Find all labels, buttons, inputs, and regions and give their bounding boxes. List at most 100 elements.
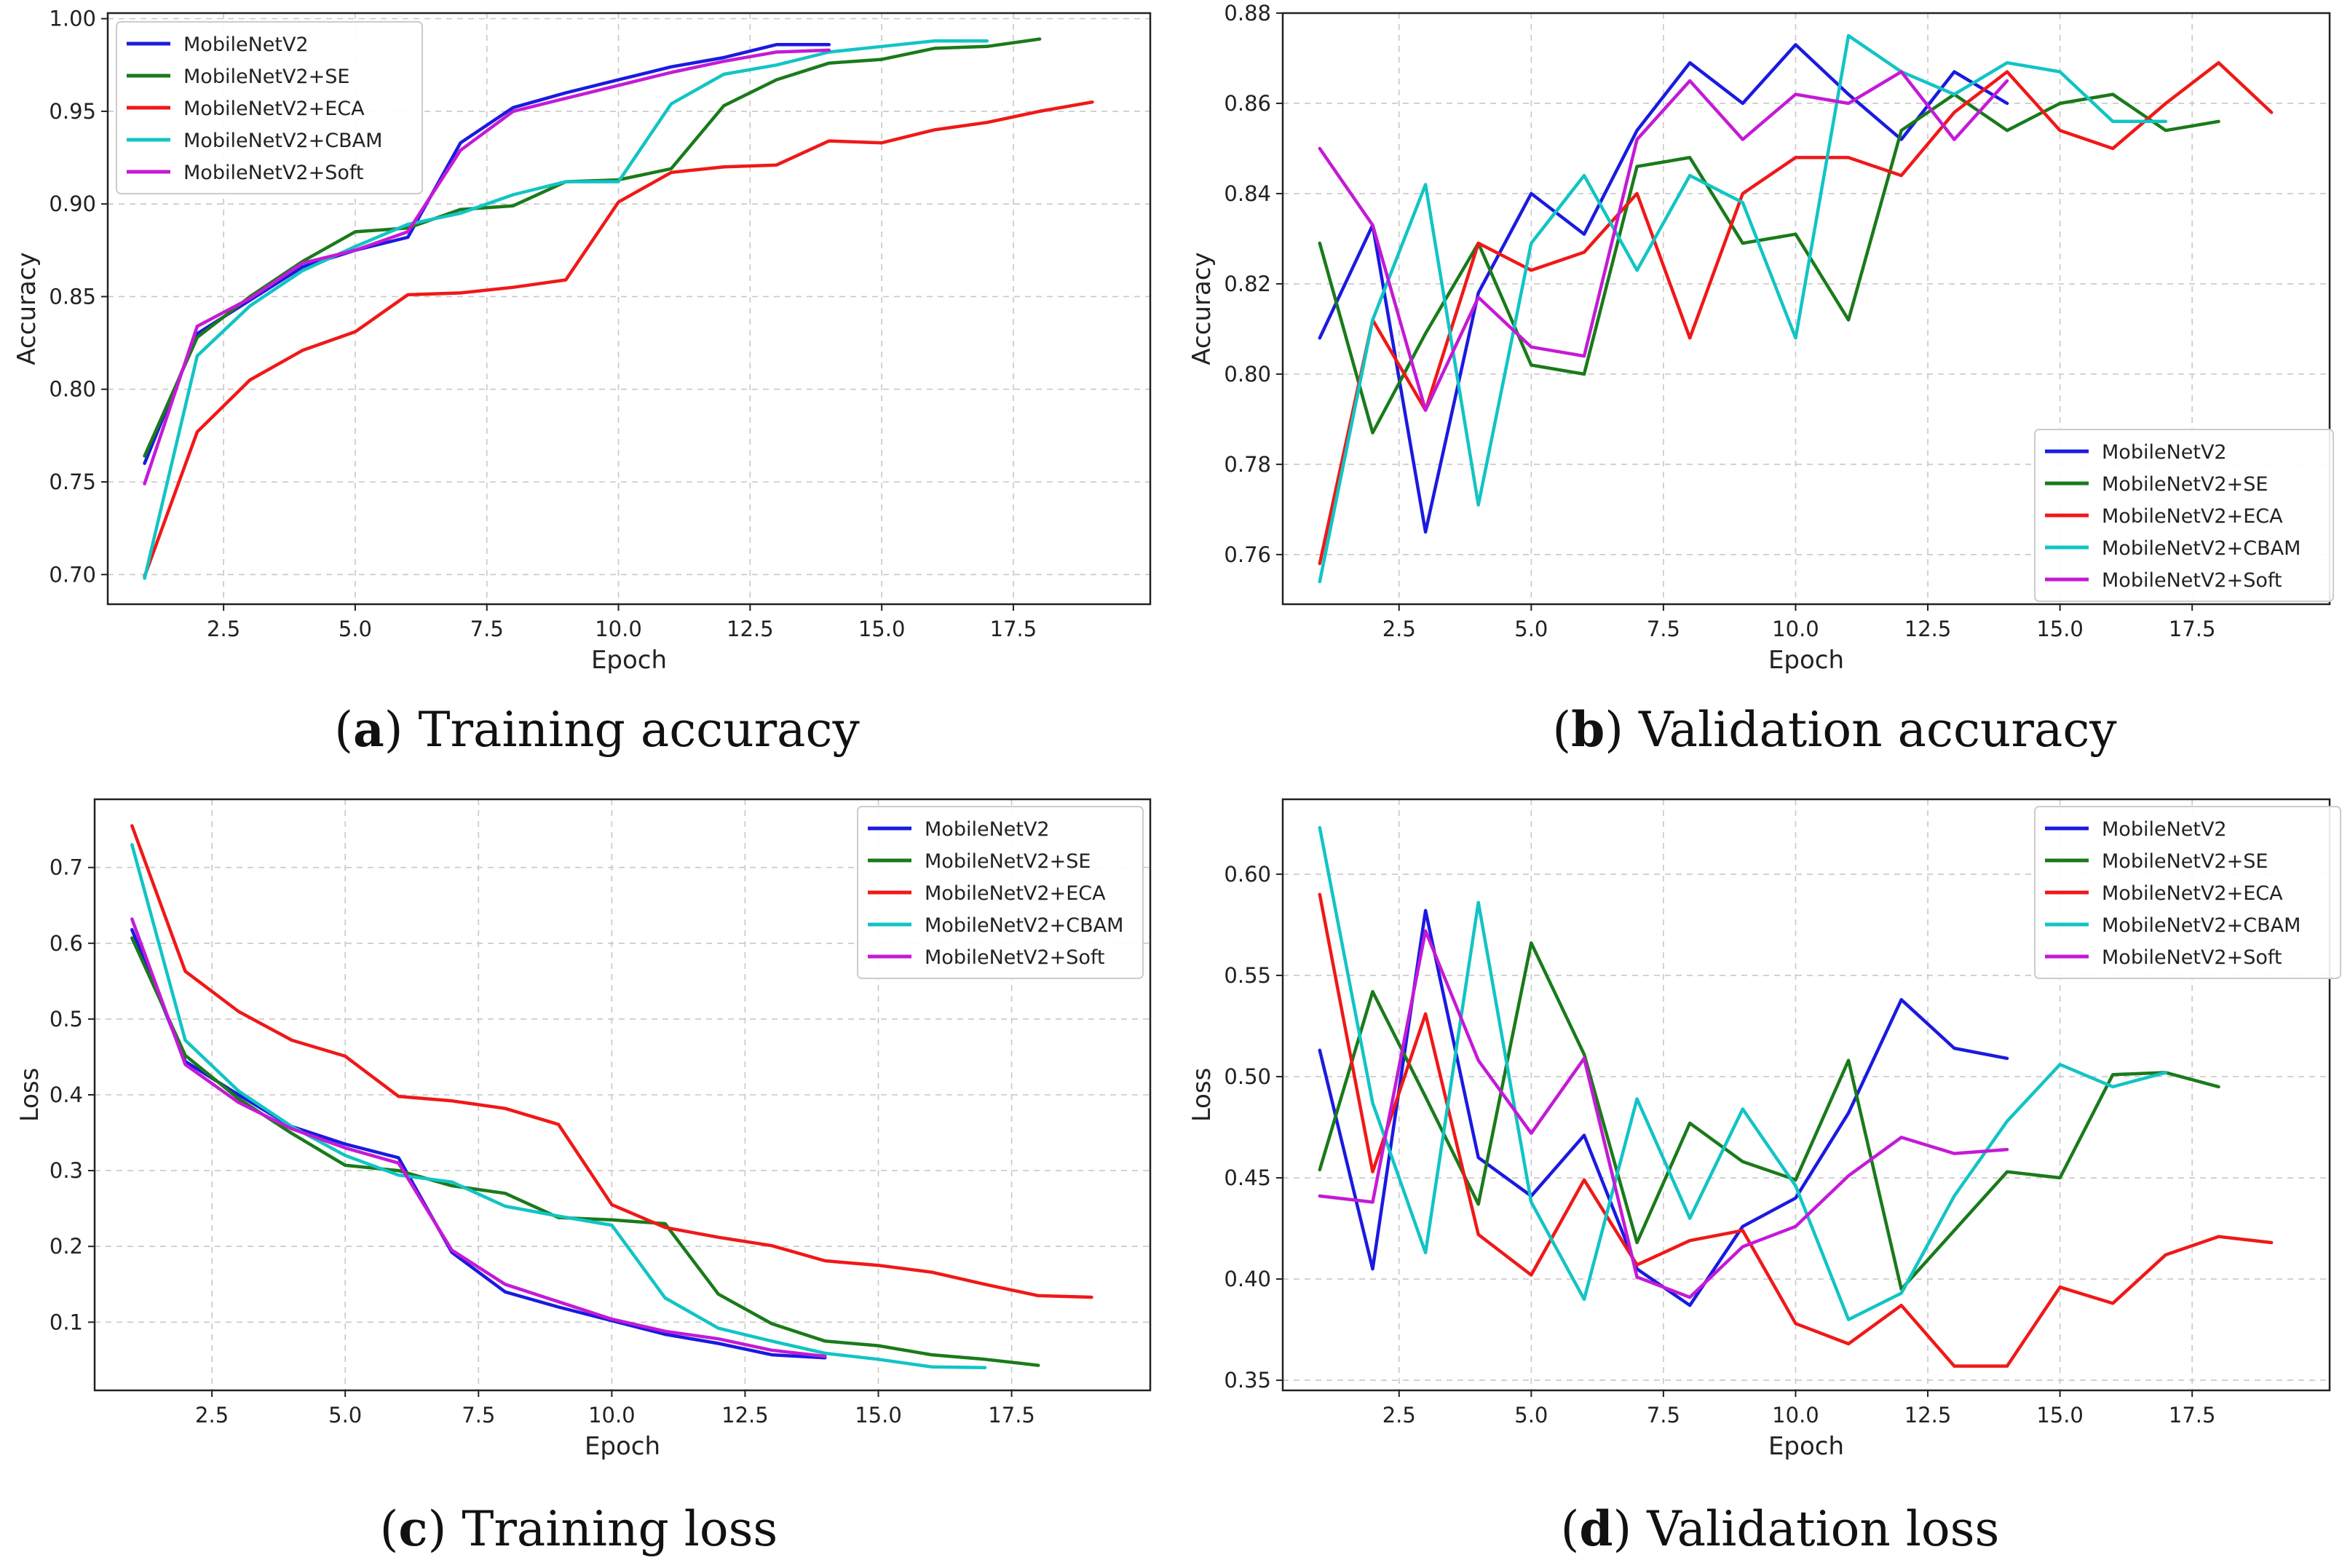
- plot-frame: [106, 12, 1152, 606]
- caption-paren-close: ): [384, 702, 419, 758]
- y-tick-label: 0.84: [1224, 181, 1271, 206]
- caption-letter: b: [1571, 701, 1605, 758]
- y-tick-label: 0.45: [1224, 1165, 1271, 1190]
- legend: MobileNetV2 MobileNetV2+SE MobileNetV2+ECA…: [2034, 806, 2341, 979]
- y-tick-label: 0.75: [49, 470, 96, 494]
- legend-entry: MobileNetV2+Soft: [183, 162, 364, 184]
- legend-entry: MobileNetV2+ECA: [183, 98, 365, 120]
- series-line-mobilenetv2-se: [1318, 941, 2220, 1291]
- x-axis-label: Epoch: [1768, 646, 1844, 675]
- panel-caption: (c) Training loss: [380, 1500, 778, 1557]
- series-line-mobilenetv2: [143, 43, 831, 465]
- x-tick-label: 5.0: [328, 1403, 362, 1428]
- series-line-mobilenetv2-eca: [1318, 892, 2274, 1368]
- panel-caption: (d) Validation loss: [1561, 1500, 2000, 1557]
- y-tick-label: 0.86: [1224, 91, 1271, 116]
- series-line-mobilenetv2: [130, 927, 827, 1360]
- x-tick-label: 2.5: [207, 617, 240, 641]
- legend-entry: MobileNetV2: [183, 33, 309, 56]
- x-tick-label: 12.5: [727, 617, 774, 641]
- x-tick-label: 15.0: [2036, 617, 2084, 641]
- legend-box: [116, 21, 423, 194]
- x-tick-label: 12.5: [1904, 617, 1952, 641]
- legend-entry: MobileNetV2+CBAM: [183, 130, 382, 152]
- panel-training-loss: 2.5 5.0 7.5 10.0 12.5 15.0 17.5 0.1 0.2 0.3 0.4 0.5…: [15, 798, 1152, 1557]
- y-axis-label: Loss: [15, 1068, 44, 1122]
- series-line-mobilenetv2-soft: [143, 48, 831, 486]
- x-tick-label: 12.5: [1904, 1403, 1952, 1428]
- caption-text: Validation loss: [1646, 1501, 1999, 1557]
- legend-entry: MobileNetV2: [2102, 441, 2227, 464]
- x-tick-label: 7.5: [1647, 617, 1680, 641]
- y-axis-label: Loss: [1187, 1068, 1217, 1122]
- caption-text: Validation accuracy: [1638, 702, 2117, 758]
- x-tick-label: 15.0: [855, 1403, 902, 1428]
- caption-letter: d: [1579, 1500, 1613, 1557]
- caption-paren-open: (: [380, 1501, 399, 1557]
- series-line-mobilenetv2-eca: [1318, 60, 2274, 566]
- legend-box: [857, 806, 1144, 979]
- x-tick-label: 2.5: [1382, 1403, 1416, 1428]
- x-tick-label: 7.5: [470, 617, 504, 641]
- x-tick-label: 7.5: [462, 1403, 495, 1428]
- x-tick-label: 15.0: [858, 617, 906, 641]
- y-tick-label: 0.82: [1224, 272, 1271, 296]
- y-tick-label: 0.4: [50, 1082, 83, 1107]
- plot-frame: [1281, 798, 2331, 1392]
- plot-frame: [1281, 12, 2331, 606]
- y-tick-label: 0.70: [49, 562, 96, 587]
- legend-entry: MobileNetV2+Soft: [925, 946, 1105, 969]
- legend: MobileNetV2 MobileNetV2+SE MobileNetV2+ECA…: [116, 21, 423, 194]
- series-line-mobilenetv2-soft: [1318, 70, 2009, 412]
- legend-entry: MobileNetV2+CBAM: [925, 914, 1123, 937]
- x-tick-label: 2.5: [195, 1403, 229, 1428]
- x-tick-label: 5.0: [1514, 617, 1548, 641]
- x-tick-label: 10.0: [595, 617, 642, 641]
- y-tick-label: 0.80: [49, 377, 96, 402]
- series-line-mobilenetv2: [1318, 43, 2009, 534]
- x-axis-label: Epoch: [1768, 1432, 1844, 1461]
- legend: MobileNetV2 MobileNetV2+SE MobileNetV2+ECA…: [857, 806, 1144, 979]
- panel-validation-accuracy: 2.5 5.0 7.5 10.0 12.5 15.0 17.5 0.76 0.78 0.80 0.8…: [1187, 1, 2334, 758]
- plot-frame: [93, 798, 1152, 1392]
- series-line-mobilenetv2-soft: [1318, 929, 2009, 1299]
- legend-entry: MobileNetV2+ECA: [925, 882, 1106, 905]
- x-tick-label: 12.5: [721, 1403, 769, 1428]
- y-tick-label: 0.85: [49, 284, 96, 309]
- series-line-mobilenetv2-se: [1318, 92, 2220, 435]
- x-tick-label: 7.5: [1647, 1403, 1680, 1428]
- series-line-mobilenetv2-se: [130, 936, 1040, 1367]
- caption-paren-open: (: [1552, 702, 1571, 758]
- y-tick-label: 0.90: [49, 191, 96, 216]
- y-tick-label: 0.78: [1224, 452, 1271, 477]
- caption-paren-close: ): [1605, 702, 1639, 758]
- y-tick-label: 0.3: [50, 1158, 83, 1183]
- caption-text: Training loss: [462, 1501, 778, 1557]
- legend-entry: MobileNetV2: [925, 818, 1050, 841]
- x-tick-label: 5.0: [1514, 1403, 1548, 1428]
- legend-entry: MobileNetV2+SE: [183, 66, 349, 88]
- panel-caption: (a) Training accuracy: [334, 701, 860, 758]
- y-tick-label: 0.1: [50, 1310, 83, 1334]
- legend-box: [2034, 429, 2334, 602]
- x-tick-label: 10.0: [588, 1403, 636, 1428]
- y-tick-label: 1.00: [49, 7, 96, 31]
- y-tick-label: 0.7: [50, 855, 83, 880]
- legend-entry: MobileNetV2+Soft: [2102, 946, 2282, 969]
- x-tick-label: 17.5: [2169, 617, 2216, 641]
- y-axis-label: Accuracy: [12, 252, 41, 365]
- x-tick-label: 15.0: [2036, 1403, 2084, 1428]
- x-axis-label: Epoch: [585, 1432, 660, 1461]
- legend-entry: MobileNetV2+CBAM: [2102, 537, 2301, 560]
- caption-letter: a: [353, 701, 384, 758]
- legend-entry: MobileNetV2: [2102, 818, 2227, 841]
- x-axis-label: Epoch: [591, 646, 667, 675]
- legend-box: [2034, 806, 2341, 979]
- x-tick-label: 5.0: [339, 617, 372, 641]
- legend-entry: MobileNetV2+ECA: [2102, 505, 2283, 528]
- series-line-mobilenetv2-cbam: [1318, 33, 2168, 584]
- series-line-mobilenetv2-eca: [143, 100, 1094, 579]
- y-tick-label: 0.95: [49, 99, 96, 124]
- x-tick-label: 10.0: [1772, 1403, 1819, 1428]
